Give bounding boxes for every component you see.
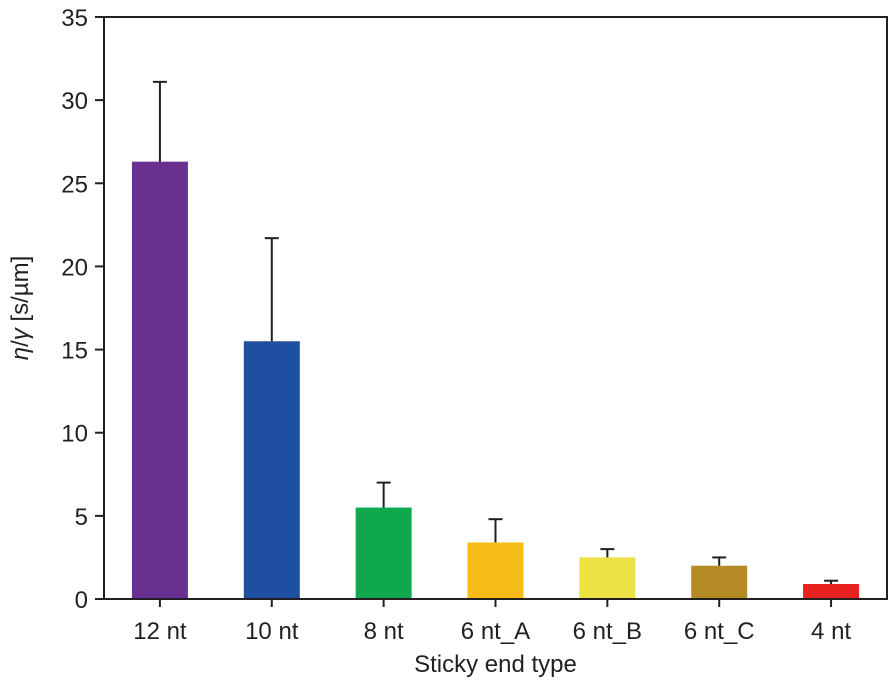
bar bbox=[243, 341, 300, 599]
y-axis-title-unit: [s/µm] bbox=[7, 256, 34, 329]
x-tick-label: 6 nt_B bbox=[573, 618, 642, 645]
x-axis: 12 nt 10 nt 8 nt 6 nt_A 6 nt_B 6 nt_C 4 nt bbox=[133, 599, 851, 645]
bars-layer bbox=[131, 161, 860, 599]
bar bbox=[355, 507, 412, 599]
y-tick-label: 30 bbox=[61, 88, 88, 115]
y-axis-title-gamma: γ bbox=[7, 326, 34, 340]
y-tick-label: 10 bbox=[61, 421, 88, 448]
x-tick-label: 8 nt bbox=[364, 618, 404, 645]
x-tick-label: 6 nt_A bbox=[461, 618, 530, 645]
y-axis-title: η/γ [s/µm] bbox=[7, 256, 34, 361]
bar bbox=[579, 557, 636, 599]
x-tick-label: 4 nt bbox=[811, 618, 851, 645]
x-tick-label: 6 nt_C bbox=[684, 618, 755, 645]
x-tick-label: 12 nt bbox=[133, 618, 187, 645]
y-tick-label: 15 bbox=[61, 338, 88, 365]
bar bbox=[131, 161, 188, 599]
y-tick-label: 0 bbox=[75, 587, 88, 614]
y-axis-title-slash: / bbox=[7, 340, 34, 347]
plot-frame bbox=[103, 16, 888, 600]
x-axis-title: Sticky end type bbox=[414, 651, 577, 678]
y-tick-label: 20 bbox=[61, 254, 88, 281]
y-tick-label: 5 bbox=[75, 504, 88, 531]
bar bbox=[691, 565, 748, 599]
bar bbox=[467, 542, 524, 599]
bar bbox=[803, 584, 860, 599]
error-bars-layer bbox=[152, 80, 839, 585]
y-axis: 0 5 10 15 20 25 30 35 bbox=[61, 5, 104, 614]
x-tick-label: 10 nt bbox=[245, 618, 299, 645]
y-tick-label: 35 bbox=[61, 5, 88, 32]
y-axis-title-eta: η bbox=[7, 347, 34, 360]
y-tick-label: 25 bbox=[61, 171, 88, 198]
